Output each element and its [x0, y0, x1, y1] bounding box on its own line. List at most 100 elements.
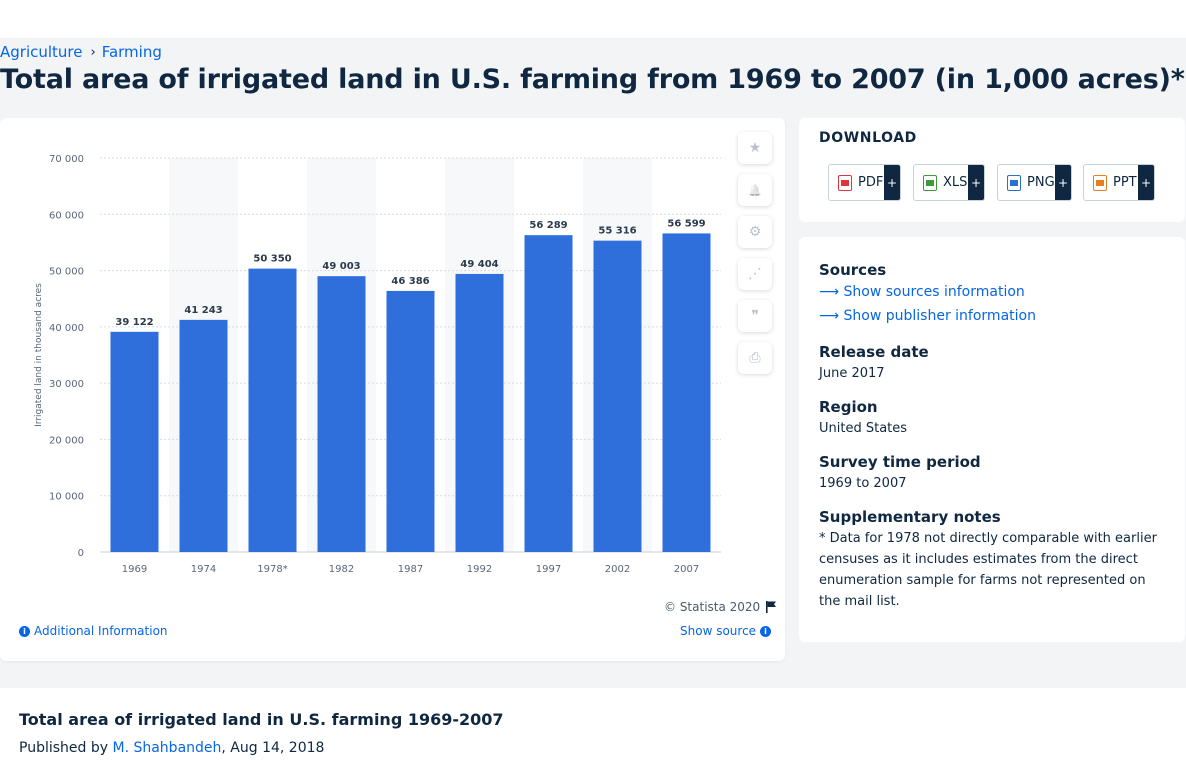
additional-information-link[interactable]: i Additional Information: [19, 624, 168, 638]
y-tick-label: 70 000: [49, 154, 84, 165]
article-card: Total area of irrigated land in U.S. far…: [0, 688, 1186, 760]
download-pdf-label: PDF: [858, 175, 884, 190]
published-by-label: Published by: [19, 740, 109, 756]
y-tick-label: 10 000: [49, 492, 84, 503]
y-tick-label: 30 000: [49, 379, 84, 390]
download-ppt-button[interactable]: PPT +: [1083, 164, 1155, 201]
quote-icon: ❞: [751, 308, 759, 324]
download-card: DOWNLOAD PDF + XLS + PNG + PPT +: [799, 118, 1185, 222]
y-tick-label: 60 000: [49, 210, 84, 221]
download-png-label: PNG: [1027, 175, 1055, 190]
x-tick-label: 1978*: [257, 564, 287, 575]
pdf-file-icon: [838, 174, 852, 191]
breadcrumb-separator-icon: ›: [90, 44, 96, 60]
release-date-heading: Release date: [819, 343, 929, 361]
download-png-button[interactable]: PNG +: [997, 164, 1072, 201]
favorite-button[interactable]: ★: [738, 132, 772, 164]
y-tick-label: 0: [78, 548, 84, 559]
x-tick-label: 2002: [605, 564, 630, 575]
survey-period-heading: Survey time period: [819, 453, 981, 471]
bar: [248, 268, 297, 552]
download-xls-label: XLS: [943, 175, 968, 190]
release-date-value: June 2017: [819, 366, 885, 381]
download-pdf-button[interactable]: PDF +: [828, 164, 901, 201]
data-label: 49 404: [460, 259, 498, 270]
region-value: United States: [819, 421, 908, 436]
x-tick-label: 1982: [329, 564, 354, 575]
data-label: 56 289: [529, 220, 567, 231]
sources-heading: Sources: [819, 261, 887, 279]
statistic-details-card: Sources ⟶ Show sources information ⟶ Sho…: [799, 237, 1185, 642]
region-heading: Region: [819, 398, 878, 416]
bell-icon: 🔔: [748, 183, 762, 197]
data-label: 55 316: [598, 226, 636, 237]
x-tick-label: 2007: [674, 564, 699, 575]
bar: [593, 240, 642, 552]
breadcrumb-farming[interactable]: Farming: [101, 43, 162, 61]
png-file-icon: [1007, 174, 1021, 191]
breadcrumb: Agriculture › Farming: [0, 43, 162, 61]
y-axis-label: Irrigated land in thousand acres: [34, 283, 44, 427]
show-source-label: Show source: [680, 624, 757, 638]
flag-icon[interactable]: [766, 601, 777, 613]
data-label: 39 122: [115, 317, 153, 328]
print-icon: ⎙: [749, 350, 761, 366]
bar: [317, 276, 366, 552]
data-label: 50 350: [253, 254, 291, 265]
ppt-file-icon: [1093, 174, 1107, 191]
plus-icon: +: [1138, 165, 1154, 200]
cite-button[interactable]: ❞: [738, 300, 772, 332]
bar: [524, 235, 573, 552]
x-tick-label: 1987: [398, 564, 423, 575]
data-label: 41 243: [184, 305, 222, 316]
gear-icon: ⚙: [748, 224, 762, 240]
bar-chart: 0 10 000 20 000 30 000 40 000 50 000 60 000 70 …: [34, 154, 721, 575]
info-icon: i: [760, 625, 772, 637]
top-bar: [0, 0, 1186, 38]
breadcrumb-agriculture[interactable]: Agriculture: [0, 43, 83, 61]
plus-icon: +: [1055, 165, 1071, 200]
download-title: DOWNLOAD: [819, 130, 917, 146]
bar: [110, 331, 159, 552]
download-ppt-label: PPT: [1113, 175, 1137, 190]
y-tick-label: 40 000: [49, 323, 84, 334]
published-by: Published by M. Shahbandeh, Aug 14, 2018: [19, 740, 324, 756]
data-label: 46 386: [391, 276, 429, 287]
page-title: Total area of irrigated land in U.S. far…: [0, 64, 1185, 95]
print-button[interactable]: ⎙: [738, 342, 772, 374]
download-xls-button[interactable]: XLS +: [913, 164, 985, 201]
info-icon: i: [19, 625, 30, 637]
bar: [179, 319, 228, 552]
plus-icon: +: [968, 165, 984, 200]
alert-button[interactable]: 🔔: [738, 174, 772, 206]
show-publisher-link[interactable]: ⟶ Show publisher information: [819, 308, 1036, 324]
supplementary-notes-heading: Supplementary notes: [819, 508, 1001, 526]
data-label: 49 003: [322, 261, 360, 272]
arrow-right-icon: ⟶: [819, 308, 840, 324]
show-sources-label: Show sources information: [843, 284, 1025, 300]
chart-card: 0 10 000 20 000 30 000 40 000 50 000 60 000 70 …: [0, 118, 785, 661]
survey-period-value: 1969 to 2007: [819, 476, 907, 491]
x-tick-label: 1974: [191, 564, 216, 575]
additional-information-label: Additional Information: [34, 624, 168, 638]
y-tick-label: 20 000: [49, 435, 84, 446]
copyright-text: © Statista 2020: [664, 600, 761, 614]
chart-tools: ★ 🔔 ⚙ ⋰ ❞ ⎙: [738, 132, 772, 374]
bar: [662, 233, 711, 553]
share-button[interactable]: ⋰: [738, 258, 772, 290]
star-icon: ★: [748, 140, 762, 156]
y-tick-label: 50 000: [49, 267, 84, 278]
article-title: Total area of irrigated land in U.S. far…: [19, 710, 504, 729]
show-source-link[interactable]: Show source i: [680, 624, 772, 638]
supplementary-notes-value: * Data for 1978 not directly comparable …: [819, 531, 1157, 609]
x-tick-label: 1992: [467, 564, 492, 575]
xls-file-icon: [923, 174, 937, 191]
x-tick-label: 1997: [536, 564, 561, 575]
show-sources-link[interactable]: ⟶ Show sources information: [819, 284, 1025, 300]
data-label: 56 599: [667, 218, 705, 229]
publish-date: , Aug 14, 2018: [221, 740, 325, 756]
author-link[interactable]: M. Shahbandeh: [112, 740, 222, 756]
bar: [455, 273, 504, 552]
bar: [386, 290, 435, 552]
settings-button[interactable]: ⚙: [738, 216, 772, 248]
